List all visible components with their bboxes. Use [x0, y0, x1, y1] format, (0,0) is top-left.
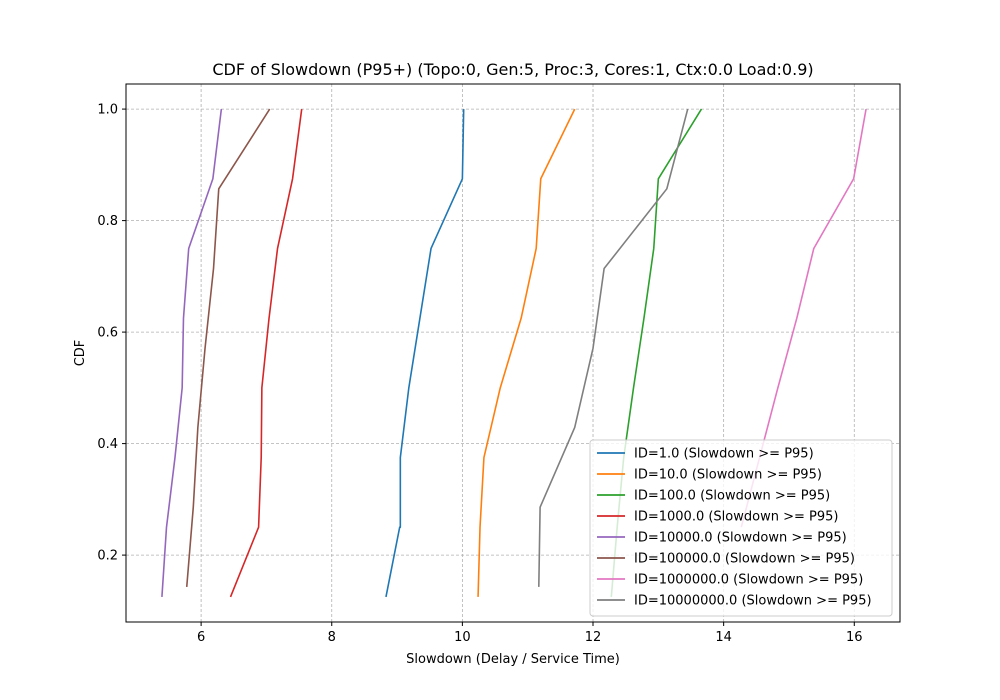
- y-tick-label: 0.6: [97, 326, 118, 341]
- legend-entry-label: ID=1000000.0 (Slowdown >= P95): [634, 573, 863, 588]
- x-axis-ticks: 6 8 10 12 14 16: [197, 622, 863, 645]
- x-axis-label: Slowdown (Delay / Service Time): [406, 652, 620, 667]
- legend-entry-label: ID=10000.0 (Slowdown >= P95): [634, 531, 847, 546]
- y-axis-label: CDF: [73, 340, 88, 367]
- y-tick-label: 0.8: [97, 214, 118, 229]
- legend-entry-label: ID=1.0 (Slowdown >= P95): [634, 447, 814, 462]
- legend: ID=1.0 (Slowdown >= P95) ID=10.0 (Slowdow…: [589, 439, 893, 617]
- x-tick-label: 14: [715, 630, 732, 645]
- series-line: [477, 108, 576, 597]
- legend-entry-label: ID=10.0 (Slowdown >= P95): [634, 468, 822, 483]
- chart-title: CDF of Slowdown (P95+) (Topo:0, Gen:5, P…: [212, 60, 813, 79]
- legend-entry-label: ID=1000.0 (Slowdown >= P95): [634, 510, 838, 525]
- x-tick-label: 12: [585, 630, 602, 645]
- legend-box: [589, 439, 893, 617]
- x-tick-label: 16: [846, 630, 863, 645]
- y-axis-ticks: 0.2 0.4 0.6 0.8 1.0: [97, 103, 126, 564]
- x-tick-label: 10: [454, 630, 471, 645]
- series-line: [229, 108, 303, 598]
- series-line: [385, 109, 465, 598]
- legend-entry-label: ID=10000000.0 (Slowdown >= P95): [634, 594, 872, 609]
- y-tick-label: 1.0: [97, 103, 118, 118]
- x-tick-label: 6: [197, 630, 205, 645]
- series-line: [185, 108, 271, 587]
- y-tick-label: 0.4: [97, 437, 118, 452]
- series-line: [161, 108, 223, 597]
- y-tick-label: 0.2: [97, 549, 118, 564]
- series-line: [538, 108, 689, 587]
- legend-entry-label: ID=100.0 (Slowdown >= P95): [634, 489, 830, 504]
- plot-area-frame: [125, 83, 901, 623]
- legend-entry-label: ID=100000.0 (Slowdown >= P95): [634, 552, 855, 567]
- x-tick-label: 8: [328, 630, 336, 645]
